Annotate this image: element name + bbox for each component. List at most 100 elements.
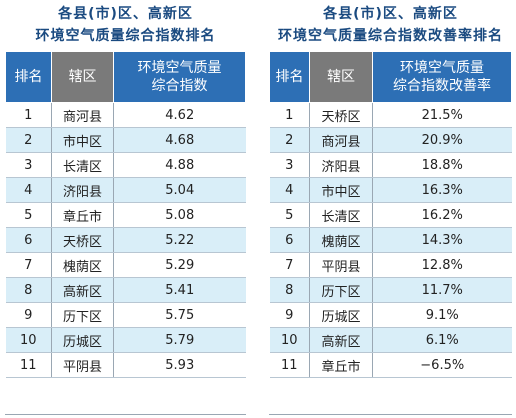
table-row: 10 历城区 5.79 [5, 327, 246, 353]
district-cell: 历下区 [51, 302, 114, 328]
rank-cell: 5 [5, 202, 52, 228]
table-row: 3 济阳县 18.8% [269, 152, 512, 178]
value-cell: 18.8% [372, 152, 512, 178]
district-cell: 槐荫区 [51, 252, 114, 278]
table-row: 1 商河县 4.62 [5, 102, 246, 128]
value-header-line2: 综合指数 [151, 78, 208, 94]
table-row: 11 章丘市 −6.5% [269, 352, 512, 378]
rank-cell: 8 [269, 277, 310, 303]
district-cell: 长清区 [51, 152, 114, 178]
district-cell: 平阴县 [309, 252, 373, 278]
rank-column-header: 排名 [269, 51, 310, 103]
rank-cell: 1 [269, 102, 310, 128]
table-bottom-border [269, 414, 512, 415]
table-row: 7 平阴县 12.8% [269, 252, 512, 278]
value-cell: 20.9% [372, 127, 512, 153]
table-row: 2 商河县 20.9% [269, 127, 512, 153]
composite-index-ranking-panel: 各县(市)区、高新区 环境空气质量综合指数排名 排名 辖区 环境空气质量 综合指… [5, 0, 246, 378]
district-column-header: 辖区 [51, 51, 114, 103]
district-cell: 历城区 [51, 327, 114, 353]
value-cell: 5.08 [113, 202, 246, 228]
value-cell: 4.62 [113, 102, 246, 128]
table-row: 8 历下区 11.7% [269, 277, 512, 303]
improvement-rate-table: 排名 辖区 环境空气质量 综合指数改善率 1 天桥区 21.5% 2 商河县 20.9% 3… [269, 51, 512, 378]
value-header-line2: 综合指数改善率 [393, 78, 491, 94]
rank-cell: 11 [269, 352, 310, 378]
district-cell: 天桥区 [51, 227, 114, 253]
rank-cell: 5 [269, 202, 310, 228]
rank-cell: 3 [269, 152, 310, 178]
table-row: 4 济阳县 5.04 [5, 177, 246, 203]
rank-cell: 10 [269, 327, 310, 353]
value-header-line1: 环境空气质量 [137, 60, 222, 76]
value-cell: 5.75 [113, 302, 246, 328]
district-cell: 商河县 [51, 102, 114, 128]
composite-index-table: 排名 辖区 环境空气质量 综合指数 1 商河县 4.62 2 市中区 4.68 3 长清区 4.… [5, 51, 246, 378]
value-cell: 9.1% [372, 302, 512, 328]
value-header-line1: 环境空气质量 [400, 60, 484, 76]
table-row: 7 槐荫区 5.29 [5, 252, 246, 278]
district-cell: 槐荫区 [309, 227, 373, 253]
value-cell: 6.1% [372, 327, 512, 353]
value-cell: 5.22 [113, 227, 246, 253]
district-cell: 高新区 [51, 277, 114, 303]
district-cell: 市中区 [51, 127, 114, 153]
district-cell: 市中区 [309, 177, 373, 203]
district-cell: 长清区 [309, 202, 373, 228]
value-cell: 11.7% [372, 277, 512, 303]
table-header-row: 排名 辖区 环境空气质量 综合指数改善率 [269, 51, 512, 103]
panel-title-line2: 环境空气质量综合指数改善率排名 [278, 28, 503, 44]
district-cell: 章丘市 [309, 352, 373, 378]
district-column-header: 辖区 [309, 51, 373, 103]
rank-cell: 2 [5, 127, 52, 153]
value-cell: 5.93 [113, 352, 246, 378]
rank-cell: 4 [269, 177, 310, 203]
district-cell: 天桥区 [309, 102, 373, 128]
district-cell: 高新区 [309, 327, 373, 353]
rank-cell: 3 [5, 152, 52, 178]
table-row: 3 长清区 4.88 [5, 152, 246, 178]
rank-cell: 4 [5, 177, 52, 203]
value-cell: 16.3% [372, 177, 512, 203]
district-cell: 平阴县 [51, 352, 114, 378]
table-row: 8 高新区 5.41 [5, 277, 246, 303]
table-row: 6 槐荫区 14.3% [269, 227, 512, 253]
panel-title-line2: 环境空气质量综合指数排名 [35, 28, 216, 44]
value-cell: 5.04 [113, 177, 246, 203]
value-cell: 4.68 [113, 127, 246, 153]
rank-cell: 2 [269, 127, 310, 153]
table-row: 10 高新区 6.1% [269, 327, 512, 353]
table-row: 5 长清区 16.2% [269, 202, 512, 228]
district-cell: 章丘市 [51, 202, 114, 228]
value-cell: 5.79 [113, 327, 246, 353]
panel-title-line1: 各县(市)区、高新区 [323, 6, 458, 22]
rank-column-header: 排名 [5, 51, 52, 103]
value-column-header: 环境空气质量 综合指数 [113, 51, 246, 103]
table-row: 11 平阴县 5.93 [5, 352, 246, 378]
value-cell: 14.3% [372, 227, 512, 253]
value-cell: 5.29 [113, 252, 246, 278]
rank-cell: 7 [5, 252, 52, 278]
rank-cell: 1 [5, 102, 52, 128]
value-cell: 12.8% [372, 252, 512, 278]
table-row: 4 市中区 16.3% [269, 177, 512, 203]
rank-cell: 11 [5, 352, 52, 378]
value-cell: 21.5% [372, 102, 512, 128]
table-row: 6 天桥区 5.22 [5, 227, 246, 253]
rank-cell: 9 [5, 302, 52, 328]
table-row: 1 天桥区 21.5% [269, 102, 512, 128]
table-header-row: 排名 辖区 环境空气质量 综合指数 [5, 51, 246, 103]
value-cell: 5.41 [113, 277, 246, 303]
table-row: 2 市中区 4.68 [5, 127, 246, 153]
table-row: 9 历城区 9.1% [269, 302, 512, 328]
table-row: 5 章丘市 5.08 [5, 202, 246, 228]
rank-cell: 6 [269, 227, 310, 253]
table-bottom-border [5, 414, 246, 415]
rank-cell: 9 [269, 302, 310, 328]
rank-cell: 7 [269, 252, 310, 278]
value-column-header: 环境空气质量 综合指数改善率 [372, 51, 512, 103]
district-cell: 商河县 [309, 127, 373, 153]
panel-title-line1: 各县(市)区、高新区 [58, 6, 193, 22]
value-cell: 16.2% [372, 202, 512, 228]
district-cell: 济阳县 [51, 177, 114, 203]
